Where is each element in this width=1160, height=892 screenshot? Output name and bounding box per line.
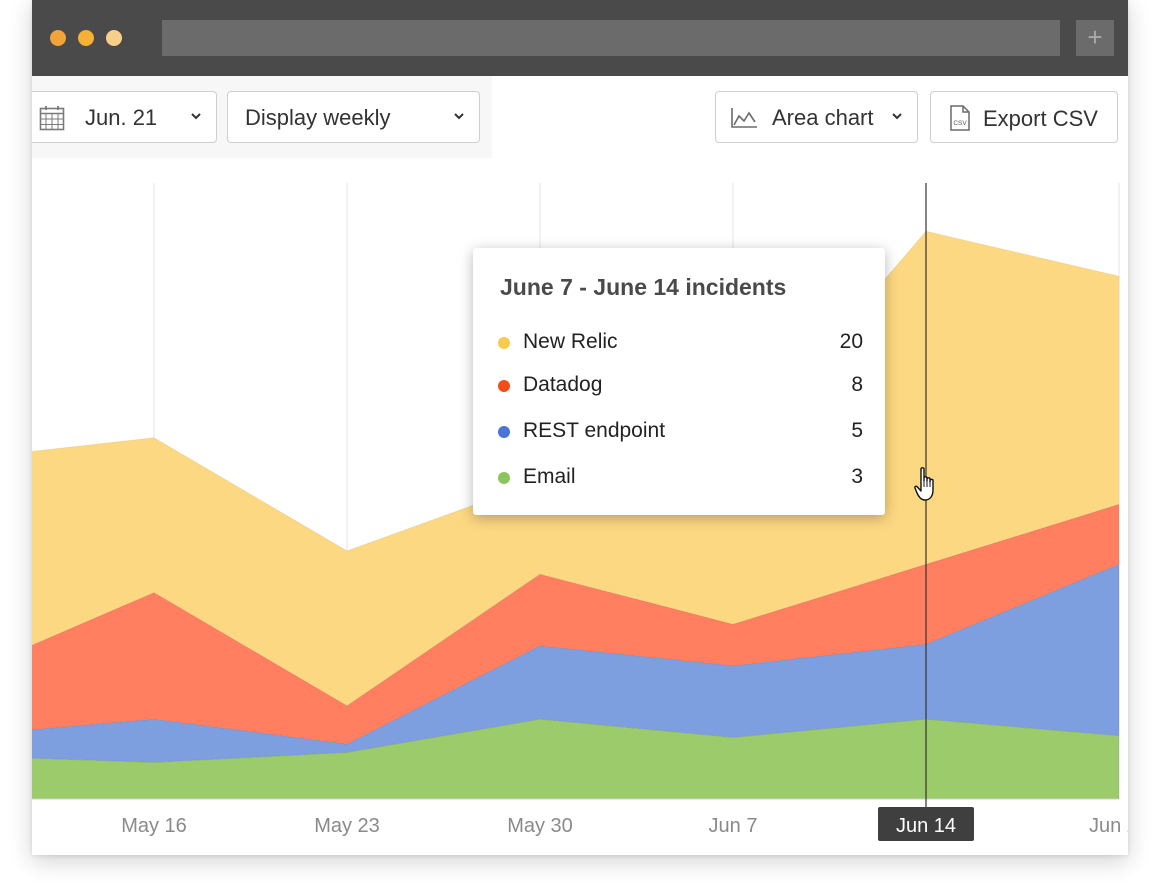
window-titlebar: + (32, 0, 1128, 76)
new-relic-legend-dot (498, 337, 510, 349)
chart-type-select[interactable]: Area chart (715, 91, 918, 143)
series-name: Email (523, 465, 576, 488)
period-label: Display weekly (245, 105, 391, 130)
tooltip-row-rest-endpoint: REST endpoint 5 (473, 417, 885, 447)
active-tick-badge (878, 807, 974, 841)
x-tick-label: May 30 (507, 815, 573, 837)
x-tick-label: Jun 7 (709, 815, 758, 837)
area-chart-icon (731, 108, 757, 128)
x-tick-label: May 16 (121, 815, 187, 837)
chevron-down-icon (191, 113, 201, 120)
series-value: 3 (851, 465, 863, 488)
datadog-legend-dot (498, 380, 510, 392)
series-value: 20 (839, 330, 863, 353)
hand-pointer-icon (914, 467, 934, 501)
email-legend-dot (498, 472, 510, 484)
chart-type-label: Area chart (772, 105, 874, 130)
x-tick-label: Jun 14 (896, 815, 956, 837)
tooltip-row-email: Email 3 (473, 463, 885, 493)
maximize-window-dot[interactable] (106, 30, 122, 46)
tooltip-row-datadog: Datadog 8 (473, 371, 885, 401)
date-picker[interactable]: Jun. 21 (32, 91, 217, 143)
chevron-down-icon (892, 113, 902, 120)
export-csv-button[interactable]: CSV Export CSV (930, 91, 1118, 143)
series-name: New Relic (523, 330, 618, 353)
minimize-window-dot[interactable] (78, 30, 94, 46)
rest-endpoint-area (32, 563, 1120, 763)
series-name: REST endpoint (523, 419, 666, 442)
series-value: 5 (851, 419, 863, 442)
chevron-down-icon (454, 113, 464, 120)
tooltip-row-new-relic: New Relic 20 (473, 328, 885, 358)
calendar-icon (39, 106, 65, 131)
date-label: Jun. 21 (85, 105, 158, 130)
csv-file-icon: CSV (950, 105, 970, 131)
rest-endpoint-legend-dot (498, 426, 510, 438)
series-value: 8 (851, 373, 863, 396)
datadog-area (32, 503, 1120, 745)
close-window-dot[interactable] (50, 30, 66, 46)
chart-tooltip: June 7 - June 14 incidents New Relic 20 … (473, 248, 885, 515)
tooltip-title: June 7 - June 14 incidents (500, 274, 787, 300)
address-bar[interactable] (162, 20, 1060, 56)
x-tick-label: Jun 21 (1089, 815, 1128, 837)
export-label: Export CSV (983, 106, 1098, 131)
period-select[interactable]: Display weekly (227, 91, 480, 143)
browser-window: + Jun. 21 Display weekly Area chart (32, 0, 1128, 855)
series-name: Datadog (523, 373, 603, 396)
x-tick-label: May 23 (314, 815, 380, 837)
new-tab-button[interactable]: + (1076, 20, 1114, 56)
csv-icon-text: CSV (953, 120, 967, 127)
